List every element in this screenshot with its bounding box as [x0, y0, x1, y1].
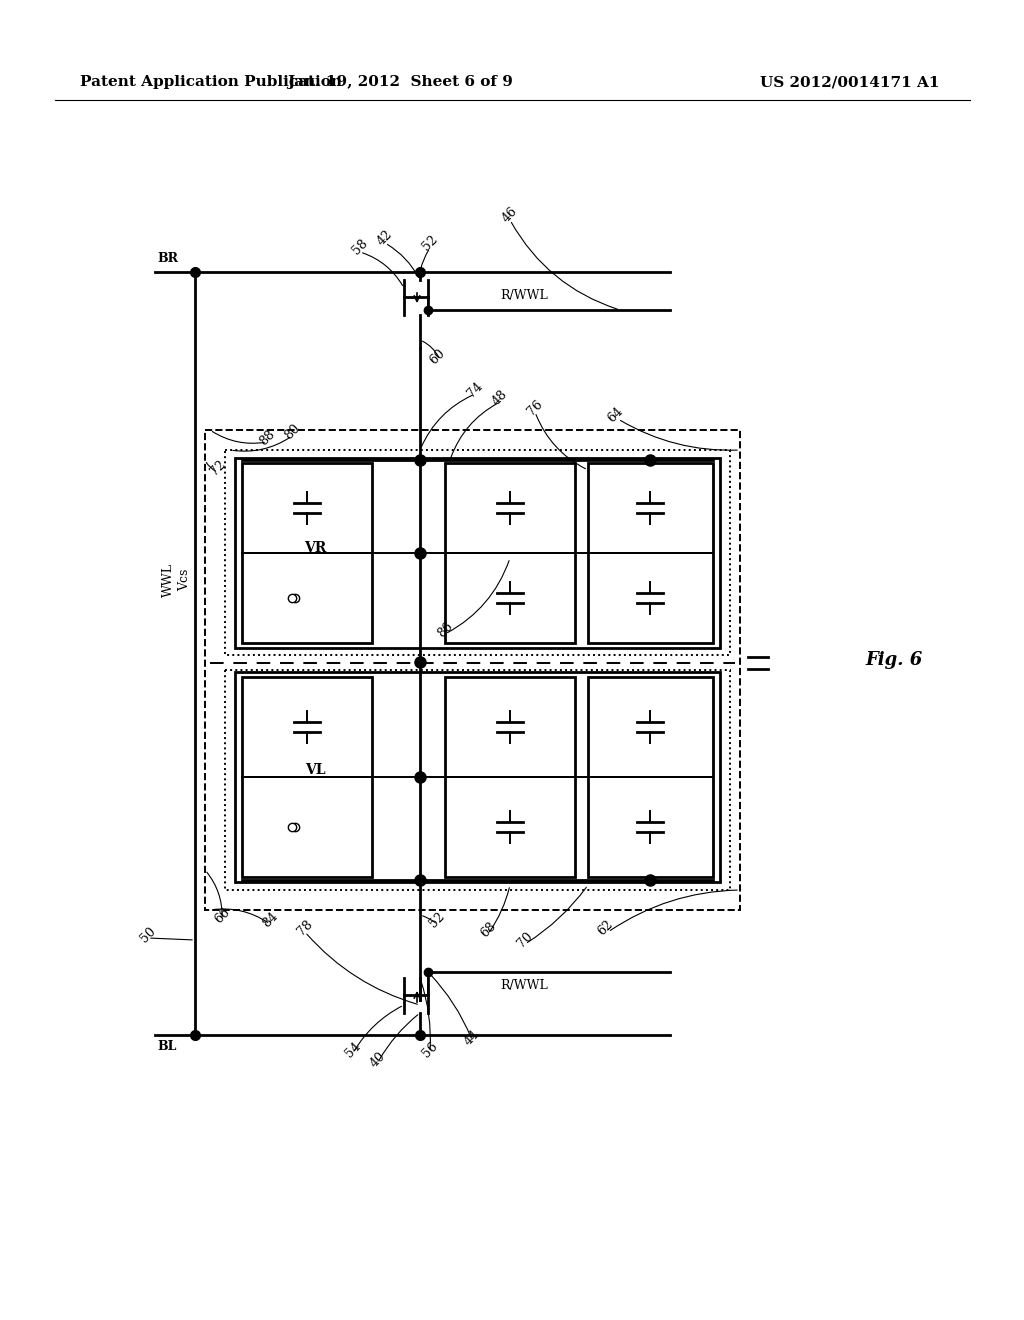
Text: 88: 88	[257, 428, 278, 449]
Text: 86: 86	[435, 620, 456, 640]
Text: 76: 76	[524, 397, 545, 418]
Text: 44: 44	[462, 1028, 482, 1048]
Bar	[445, 463, 575, 643]
Text: Patent Application Publication: Patent Application Publication	[80, 75, 342, 88]
Text: 66: 66	[212, 906, 232, 927]
Text: 62: 62	[595, 917, 615, 939]
Bar	[445, 677, 575, 876]
Text: 42: 42	[375, 228, 395, 248]
Text: 72: 72	[208, 458, 228, 478]
Text: 70: 70	[515, 929, 536, 950]
Text: 56: 56	[420, 1040, 440, 1060]
Bar	[234, 672, 720, 882]
Text: Jan. 19, 2012  Sheet 6 of 9: Jan. 19, 2012 Sheet 6 of 9	[287, 75, 513, 88]
Text: BR: BR	[157, 252, 178, 265]
Text: 52: 52	[427, 909, 447, 931]
Text: 84: 84	[260, 909, 281, 931]
Text: 46: 46	[500, 205, 520, 226]
Bar	[242, 463, 372, 643]
Text: Fig. 6: Fig. 6	[865, 651, 923, 669]
Text: 50: 50	[138, 925, 159, 945]
Text: R/WWL: R/WWL	[500, 289, 548, 302]
Text: 64: 64	[605, 405, 626, 425]
Text: 68: 68	[478, 920, 499, 940]
Text: VR: VR	[304, 541, 326, 554]
Text: 74: 74	[465, 380, 485, 400]
Text: US 2012/0014171 A1: US 2012/0014171 A1	[760, 75, 939, 88]
Text: 54: 54	[343, 1040, 364, 1060]
Text: 52: 52	[420, 232, 440, 253]
Text: 48: 48	[489, 388, 510, 408]
Text: Vcs: Vcs	[178, 569, 191, 591]
Text: 58: 58	[350, 236, 371, 257]
Text: 60: 60	[427, 347, 447, 367]
Text: R/WWL: R/WWL	[500, 979, 548, 993]
Text: BL: BL	[157, 1040, 176, 1053]
Bar	[242, 677, 372, 876]
Text: 80: 80	[282, 422, 302, 442]
Text: VL: VL	[305, 763, 326, 777]
Text: 40: 40	[368, 1049, 388, 1071]
Text: WWL: WWL	[162, 564, 174, 597]
Bar	[588, 463, 713, 643]
Text: 78: 78	[295, 917, 315, 939]
Bar	[588, 677, 713, 876]
Bar	[234, 458, 720, 648]
